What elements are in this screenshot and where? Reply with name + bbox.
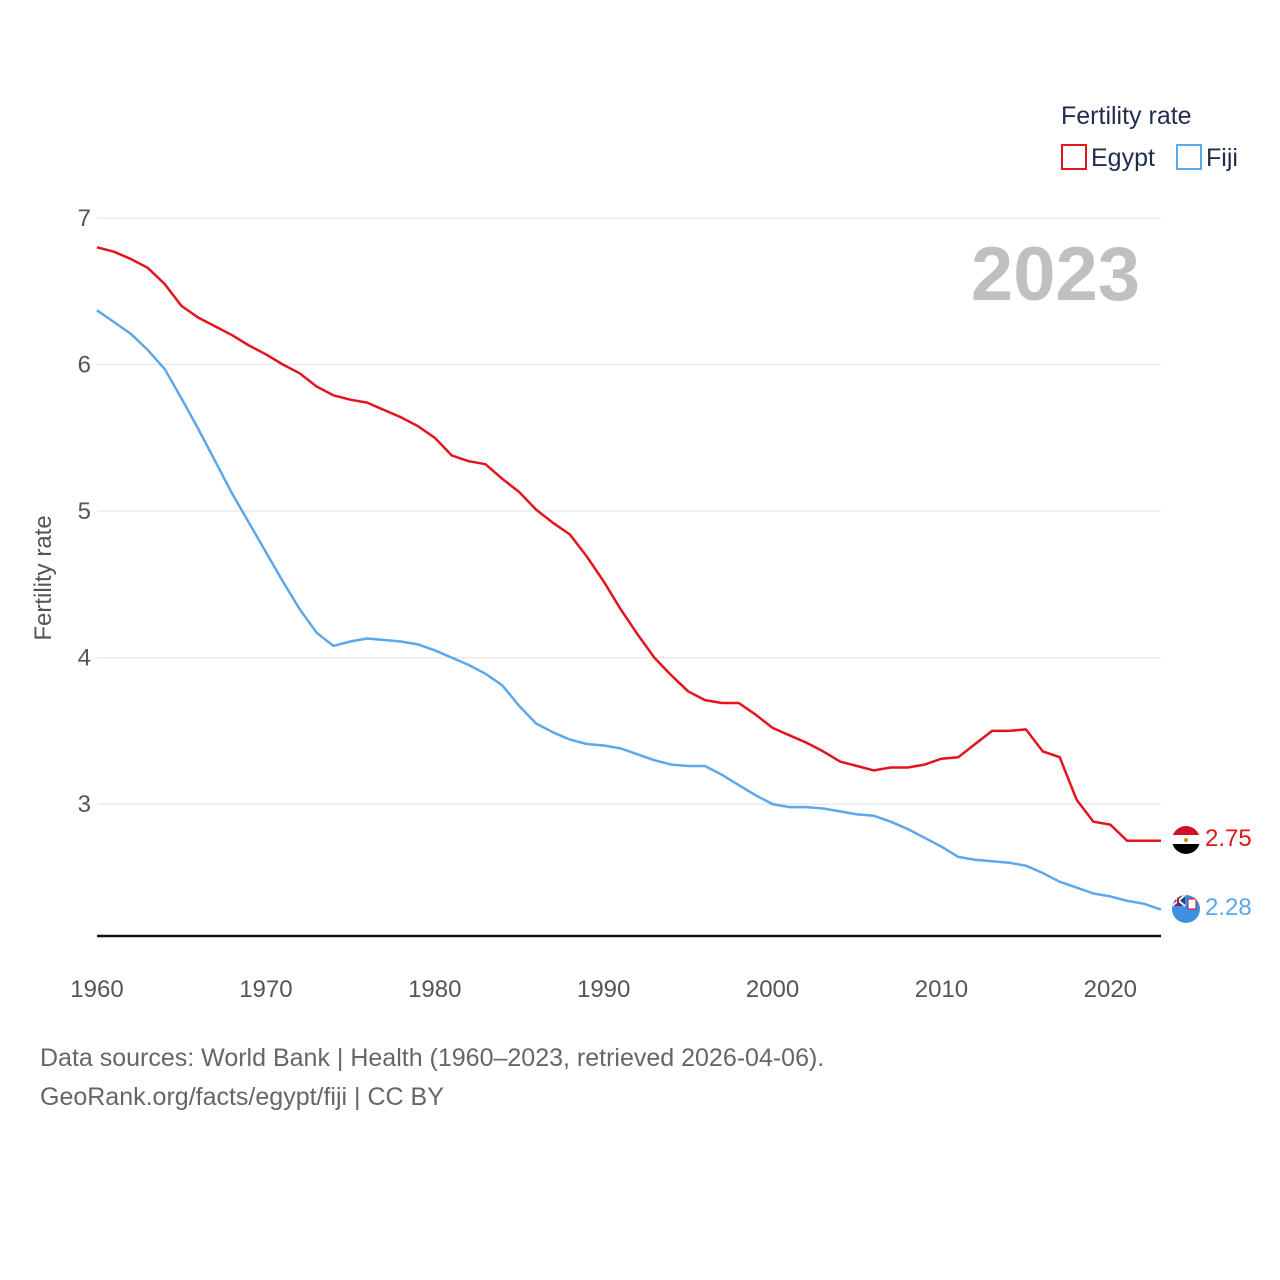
series-layer [96, 246, 1162, 911]
year-label: 2023 [971, 232, 1140, 317]
y-tick-label-6: 6 [78, 352, 91, 379]
legend: Fertility rate Egypt Fiji [1061, 102, 1238, 172]
source-line-1: Data sources: World Bank | Health (1960–… [40, 1044, 825, 1072]
y-tick-label-7: 7 [78, 205, 91, 232]
end-label-egypt: 2.75 [1205, 825, 1252, 852]
x-tick-label-2020: 2020 [1084, 976, 1137, 1003]
axis-layer: 3 4 5 6 7 1960 1970 1980 1990 2000 2010 2020 [70, 205, 1161, 1003]
x-tick-label-1960: 1960 [70, 976, 123, 1003]
x-tick-label-1970: 1970 [239, 976, 292, 1003]
grid-layer [97, 217, 1161, 805]
x-tick-label-2000: 2000 [746, 976, 799, 1003]
series-line-fiji[interactable] [96, 309, 1162, 911]
legend-title: Fertility rate [1061, 102, 1192, 130]
source-line-2: GeoRank.org/facts/egypt/fiji | CC BY [40, 1083, 444, 1111]
x-tick-label-1990: 1990 [577, 976, 630, 1003]
fiji-flag-icon [1172, 895, 1200, 923]
y-tick-label-5: 5 [78, 498, 91, 525]
y-tick-label-4: 4 [78, 645, 91, 672]
legend-item-fiji[interactable]: Fiji [1176, 144, 1238, 172]
legend-label-egypt: Egypt [1091, 144, 1155, 172]
x-tick-label-2010: 2010 [915, 976, 968, 1003]
end-label-fiji: 2.28 [1205, 894, 1252, 921]
legend-label-fiji: Fiji [1206, 144, 1238, 172]
y-tick-label-3: 3 [78, 791, 91, 818]
legend-swatch-fiji [1176, 144, 1202, 170]
legend-item-egypt[interactable]: Egypt [1061, 144, 1155, 172]
series-line-egypt[interactable] [96, 246, 1161, 843]
x-tick-label-1980: 1980 [408, 976, 461, 1003]
legend-swatch-egypt [1061, 144, 1087, 170]
y-axis-title: Fertility rate [30, 515, 57, 640]
egypt-flag-icon [1172, 826, 1200, 854]
